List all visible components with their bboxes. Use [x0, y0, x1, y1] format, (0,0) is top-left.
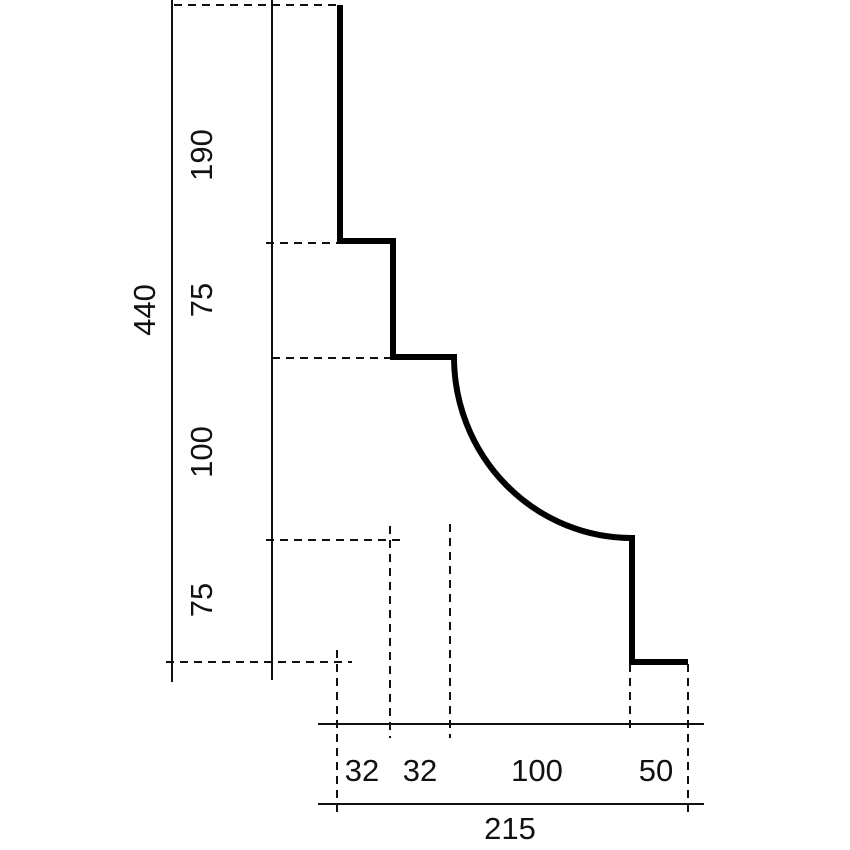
total-width-label: 215: [484, 811, 536, 846]
width-segment-label: 50: [639, 753, 673, 788]
molding-profile-outline: [337, 5, 688, 665]
height-segment-label: 75: [184, 583, 219, 617]
width-segment-label: 32: [403, 753, 437, 788]
height-segment-label: 100: [184, 426, 219, 478]
height-segment-label: 190: [184, 129, 219, 181]
width-segment-label: 100: [511, 753, 563, 788]
total-height-label: 440: [127, 284, 162, 336]
height-segment-label: 75: [184, 283, 219, 317]
width-segment-label: 32: [345, 753, 379, 788]
